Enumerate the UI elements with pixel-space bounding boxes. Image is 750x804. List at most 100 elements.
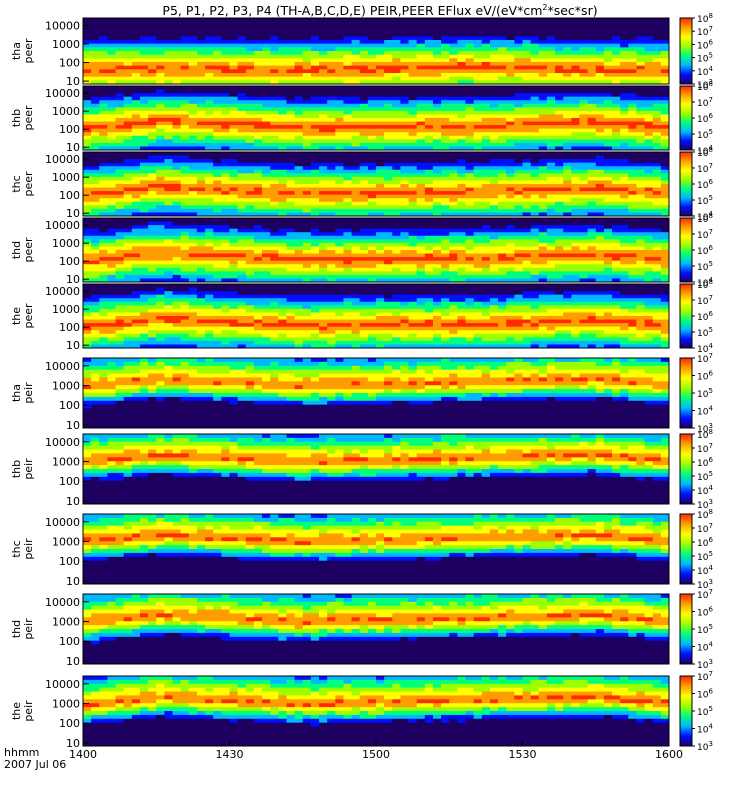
spectrogram-cell <box>254 29 263 33</box>
spectrogram-cell <box>270 136 279 140</box>
spectrogram-cell <box>311 90 320 94</box>
spectrogram-cell <box>417 180 426 184</box>
spectrogram-cell <box>474 73 483 77</box>
spectrogram-cell <box>596 51 605 55</box>
spectrogram-cell <box>156 36 165 40</box>
spectrogram-cell <box>523 44 532 48</box>
spectrogram-cell <box>205 188 214 192</box>
spectrogram-cell <box>628 58 637 62</box>
spectrogram-cell <box>392 275 401 279</box>
spectrogram-cell <box>132 156 141 160</box>
spectrogram-cell <box>392 93 401 97</box>
spectrogram-cell <box>116 236 125 240</box>
spectrogram-cell <box>661 73 670 77</box>
spectrogram-cell <box>506 254 515 258</box>
spectrogram-cell <box>539 51 548 55</box>
spectrogram-cell <box>547 132 556 136</box>
spectrogram-cell <box>596 198 605 202</box>
spectrogram-cell <box>311 132 320 136</box>
spectrogram-cell <box>433 132 442 136</box>
spectrogram-cell <box>173 86 182 90</box>
spectrogram-cell <box>140 36 149 40</box>
spectrogram-cell <box>181 275 190 279</box>
spectrogram-cell <box>246 188 255 192</box>
spectrogram-cell <box>531 180 540 184</box>
spectrogram-cell <box>425 122 434 126</box>
spectrogram-cell <box>490 243 499 247</box>
spectrogram-cell <box>466 271 475 275</box>
spectrogram-cell <box>270 129 279 133</box>
spectrogram-cell <box>653 100 662 104</box>
spectrogram-cell <box>91 188 100 192</box>
spectrogram-cell <box>132 239 141 243</box>
spectrogram-cell <box>571 29 580 33</box>
spectrogram-cell <box>482 250 491 254</box>
spectrogram-cell <box>91 25 100 29</box>
spectrogram-cell <box>221 25 230 29</box>
spectrogram-cell <box>360 47 369 51</box>
spectrogram-cell <box>368 22 377 26</box>
spectrogram-cell <box>645 47 654 51</box>
spectrogram-cell <box>547 122 556 126</box>
spectrogram-cell <box>213 159 222 163</box>
spectrogram-cell <box>132 195 141 199</box>
spectrogram-cell <box>523 47 532 51</box>
spectrogram-cell <box>360 18 369 22</box>
spectrogram-cell <box>83 232 92 236</box>
spectrogram-cell <box>295 250 304 254</box>
spectrogram-cell <box>132 250 141 254</box>
spectrogram-cell <box>197 222 206 226</box>
spectrogram-cell <box>612 202 621 206</box>
spectrogram-cell <box>571 90 580 94</box>
spectrogram-cell <box>205 118 214 122</box>
spectrogram-cell <box>295 184 304 188</box>
spectrogram-cell <box>636 173 645 177</box>
spectrogram-cell <box>531 66 540 70</box>
spectrogram-cell <box>531 114 540 118</box>
spectrogram-cell <box>368 93 377 97</box>
spectrogram-cell <box>335 188 344 192</box>
spectrogram-cell <box>352 163 361 167</box>
spectrogram-cell <box>197 77 206 81</box>
spectrogram-cell <box>352 268 361 272</box>
spectrogram-cell <box>441 122 450 126</box>
spectrogram-cell <box>343 29 352 33</box>
spectrogram-cell <box>189 86 198 90</box>
spectrogram-cell <box>132 66 141 70</box>
spectrogram-cell <box>441 264 450 268</box>
spectrogram-cell <box>563 58 572 62</box>
spectrogram-cell <box>246 166 255 170</box>
spectrogram-cell <box>295 163 304 167</box>
spectrogram-cell <box>189 173 198 177</box>
spectrogram-cell <box>156 18 165 22</box>
spectrogram-cell <box>262 132 271 136</box>
spectrogram-cell <box>335 195 344 199</box>
spectrogram-cell <box>449 202 458 206</box>
spectrogram-cell <box>270 264 279 268</box>
spectrogram-cell <box>140 114 149 118</box>
spectrogram-cell <box>181 69 190 73</box>
spectrogram-cell <box>213 243 222 247</box>
spectrogram-cell <box>295 271 304 275</box>
spectrogram-cell <box>563 180 572 184</box>
spectrogram-cell <box>107 177 116 181</box>
spectrogram-cell <box>189 125 198 129</box>
spectrogram-cell <box>181 73 190 77</box>
spectrogram-cell <box>335 209 344 213</box>
spectrogram-cell <box>620 191 629 195</box>
spectrogram-cell <box>409 69 418 73</box>
spectrogram-cell <box>335 261 344 265</box>
spectrogram-cell <box>148 198 157 202</box>
spectrogram-cell <box>83 184 92 188</box>
spectrogram-cell <box>99 100 108 104</box>
spectrogram-cell <box>636 202 645 206</box>
spectrogram-cell <box>343 97 352 101</box>
spectrogram-cell <box>254 166 263 170</box>
spectrogram-cell <box>474 77 483 81</box>
spectrogram-cell <box>360 246 369 250</box>
spectrogram-cell <box>99 254 108 258</box>
spectrogram-cell <box>409 104 418 108</box>
spectrogram-cell <box>384 33 393 37</box>
spectrogram-cell <box>523 159 532 163</box>
spectrogram-cell <box>132 232 141 236</box>
